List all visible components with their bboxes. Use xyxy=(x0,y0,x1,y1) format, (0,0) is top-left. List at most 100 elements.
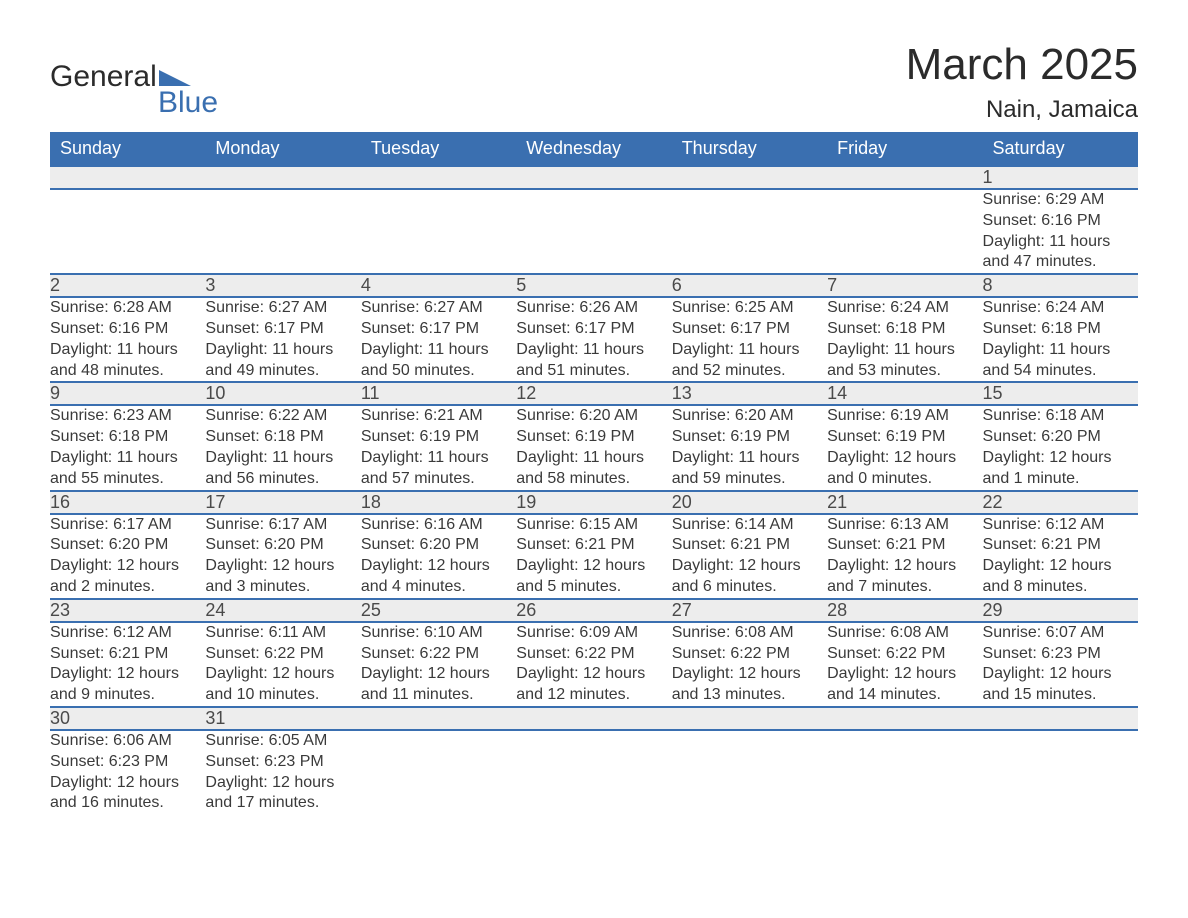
day-sunrise: Sunrise: 6:15 AM xyxy=(516,515,671,536)
day-sunrise: Sunrise: 6:18 AM xyxy=(983,406,1138,427)
day-detail-cell: Sunrise: 6:22 AMSunset: 6:18 PMDaylight:… xyxy=(205,405,360,490)
day-number-cell: 21 xyxy=(827,491,982,514)
day-day2: and 11 minutes. xyxy=(361,685,516,706)
week-daynum-row: 1 xyxy=(50,166,1138,189)
day-number-cell: 13 xyxy=(672,382,827,405)
day-detail-cell: Sunrise: 6:18 AMSunset: 6:20 PMDaylight:… xyxy=(983,405,1138,490)
day-sunrise: Sunrise: 6:29 AM xyxy=(983,190,1138,211)
day-day2: and 17 minutes. xyxy=(205,793,360,814)
day-day2: and 16 minutes. xyxy=(50,793,205,814)
day-day2: and 13 minutes. xyxy=(672,685,827,706)
day-detail-cell xyxy=(361,730,516,814)
day-detail-cell: Sunrise: 6:20 AMSunset: 6:19 PMDaylight:… xyxy=(672,405,827,490)
day-detail-cell: Sunrise: 6:12 AMSunset: 6:21 PMDaylight:… xyxy=(50,622,205,707)
day-detail-cell xyxy=(516,189,671,274)
day-number-cell: 22 xyxy=(983,491,1138,514)
day-day1: Daylight: 12 hours xyxy=(516,556,671,577)
day-sunrise: Sunrise: 6:28 AM xyxy=(50,298,205,319)
calendar-table: Sunday Monday Tuesday Wednesday Thursday… xyxy=(50,132,1138,814)
day-day1: Daylight: 12 hours xyxy=(672,556,827,577)
day-sunrise: Sunrise: 6:12 AM xyxy=(50,623,205,644)
day-number-cell xyxy=(50,166,205,189)
day-sunset: Sunset: 6:21 PM xyxy=(516,535,671,556)
day-number-cell xyxy=(672,166,827,189)
day-sunrise: Sunrise: 6:21 AM xyxy=(361,406,516,427)
day-detail-cell: Sunrise: 6:12 AMSunset: 6:21 PMDaylight:… xyxy=(983,514,1138,599)
day-detail-cell: Sunrise: 6:09 AMSunset: 6:22 PMDaylight:… xyxy=(516,622,671,707)
day-day2: and 56 minutes. xyxy=(205,469,360,490)
day-sunrise: Sunrise: 6:23 AM xyxy=(50,406,205,427)
day-detail-cell xyxy=(50,189,205,274)
day-sunrise: Sunrise: 6:24 AM xyxy=(827,298,982,319)
week-daynum-row: 16171819202122 xyxy=(50,491,1138,514)
col-wednesday: Wednesday xyxy=(516,132,671,166)
day-detail-cell: Sunrise: 6:27 AMSunset: 6:17 PMDaylight:… xyxy=(205,297,360,382)
day-detail-cell: Sunrise: 6:13 AMSunset: 6:21 PMDaylight:… xyxy=(827,514,982,599)
day-day1: Daylight: 12 hours xyxy=(983,556,1138,577)
day-sunset: Sunset: 6:19 PM xyxy=(827,427,982,448)
day-sunset: Sunset: 6:21 PM xyxy=(827,535,982,556)
day-number-cell xyxy=(983,707,1138,730)
day-detail-cell: Sunrise: 6:17 AMSunset: 6:20 PMDaylight:… xyxy=(50,514,205,599)
day-day2: and 59 minutes. xyxy=(672,469,827,490)
day-detail-cell xyxy=(361,189,516,274)
day-detail-cell: Sunrise: 6:28 AMSunset: 6:16 PMDaylight:… xyxy=(50,297,205,382)
day-sunrise: Sunrise: 6:16 AM xyxy=(361,515,516,536)
day-detail-cell: Sunrise: 6:26 AMSunset: 6:17 PMDaylight:… xyxy=(516,297,671,382)
week-detail-row: Sunrise: 6:29 AMSunset: 6:16 PMDaylight:… xyxy=(50,189,1138,274)
day-day2: and 58 minutes. xyxy=(516,469,671,490)
day-sunset: Sunset: 6:20 PM xyxy=(983,427,1138,448)
day-detail-cell: Sunrise: 6:05 AMSunset: 6:23 PMDaylight:… xyxy=(205,730,360,814)
day-day2: and 1 minute. xyxy=(983,469,1138,490)
day-number-cell: 18 xyxy=(361,491,516,514)
day-sunrise: Sunrise: 6:13 AM xyxy=(827,515,982,536)
day-sunset: Sunset: 6:23 PM xyxy=(205,752,360,773)
day-sunrise: Sunrise: 6:10 AM xyxy=(361,623,516,644)
week-daynum-row: 2345678 xyxy=(50,274,1138,297)
day-sunrise: Sunrise: 6:24 AM xyxy=(983,298,1138,319)
day-sunset: Sunset: 6:22 PM xyxy=(361,644,516,665)
day-day2: and 50 minutes. xyxy=(361,361,516,382)
day-sunset: Sunset: 6:22 PM xyxy=(827,644,982,665)
day-day2: and 10 minutes. xyxy=(205,685,360,706)
day-detail-cell xyxy=(983,730,1138,814)
day-day1: Daylight: 12 hours xyxy=(50,556,205,577)
day-sunset: Sunset: 6:16 PM xyxy=(50,319,205,340)
weekday-header-row: Sunday Monday Tuesday Wednesday Thursday… xyxy=(50,132,1138,166)
col-saturday: Saturday xyxy=(983,132,1138,166)
day-detail-cell: Sunrise: 6:10 AMSunset: 6:22 PMDaylight:… xyxy=(361,622,516,707)
day-sunset: Sunset: 6:22 PM xyxy=(672,644,827,665)
day-sunrise: Sunrise: 6:08 AM xyxy=(827,623,982,644)
day-sunset: Sunset: 6:19 PM xyxy=(516,427,671,448)
day-sunset: Sunset: 6:17 PM xyxy=(516,319,671,340)
week-detail-row: Sunrise: 6:23 AMSunset: 6:18 PMDaylight:… xyxy=(50,405,1138,490)
day-sunrise: Sunrise: 6:20 AM xyxy=(672,406,827,427)
day-number-cell: 12 xyxy=(516,382,671,405)
day-sunrise: Sunrise: 6:20 AM xyxy=(516,406,671,427)
day-day1: Daylight: 11 hours xyxy=(361,448,516,469)
day-detail-cell xyxy=(672,189,827,274)
day-sunset: Sunset: 6:23 PM xyxy=(50,752,205,773)
day-detail-cell: Sunrise: 6:16 AMSunset: 6:20 PMDaylight:… xyxy=(361,514,516,599)
day-day2: and 51 minutes. xyxy=(516,361,671,382)
day-sunset: Sunset: 6:18 PM xyxy=(205,427,360,448)
header: General Blue March 2025 Nain, Jamaica xyxy=(50,40,1138,124)
day-sunset: Sunset: 6:16 PM xyxy=(983,211,1138,232)
day-number-cell: 31 xyxy=(205,707,360,730)
day-sunrise: Sunrise: 6:19 AM xyxy=(827,406,982,427)
day-detail-cell xyxy=(516,730,671,814)
day-day1: Daylight: 11 hours xyxy=(361,340,516,361)
day-day1: Daylight: 12 hours xyxy=(361,664,516,685)
day-number-cell xyxy=(516,166,671,189)
day-day2: and 6 minutes. xyxy=(672,577,827,598)
day-sunset: Sunset: 6:18 PM xyxy=(50,427,205,448)
day-detail-cell: Sunrise: 6:19 AMSunset: 6:19 PMDaylight:… xyxy=(827,405,982,490)
day-number-cell: 11 xyxy=(361,382,516,405)
day-detail-cell: Sunrise: 6:08 AMSunset: 6:22 PMDaylight:… xyxy=(672,622,827,707)
day-sunset: Sunset: 6:17 PM xyxy=(672,319,827,340)
day-day1: Daylight: 11 hours xyxy=(672,340,827,361)
day-day2: and 5 minutes. xyxy=(516,577,671,598)
calendar-body: 1 Sunrise: 6:29 AMSunset: 6:16 PMDayligh… xyxy=(50,166,1138,814)
day-day2: and 53 minutes. xyxy=(827,361,982,382)
day-day2: and 12 minutes. xyxy=(516,685,671,706)
